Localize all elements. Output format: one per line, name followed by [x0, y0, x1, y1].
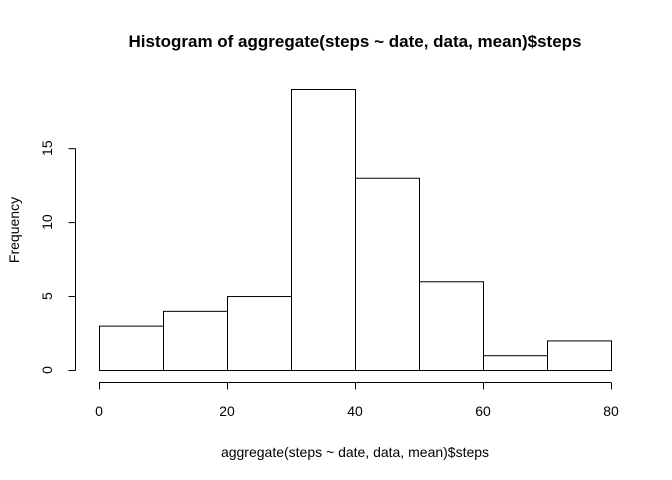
- chart-title: Histogram of aggregate(steps ~ date, dat…: [129, 32, 582, 51]
- y-tick-label: 10: [39, 214, 55, 230]
- y-tick-label: 15: [39, 140, 55, 156]
- y-axis-label: Frequency: [6, 197, 22, 263]
- bars-group: [99, 89, 612, 372]
- histogram-bar-6: [483, 355, 548, 372]
- x-tick-label: 80: [603, 403, 619, 419]
- histogram-bar-5: [419, 281, 484, 371]
- histogram-bar-2: [227, 296, 292, 372]
- x-tick-label: 0: [95, 403, 103, 419]
- histogram-bar-7: [547, 340, 612, 371]
- histogram-bar-4: [355, 177, 420, 371]
- histogram-bar-3: [291, 89, 356, 371]
- y-tick-label: 5: [39, 292, 55, 300]
- histogram-bar-1: [163, 310, 228, 371]
- y-axis: 0 5 10 15: [39, 140, 76, 374]
- x-axis: 0 20 40 60 80: [95, 382, 619, 419]
- x-tick-label: 20: [219, 403, 235, 419]
- histogram-bar-0: [99, 325, 164, 372]
- y-tick-label: 0: [39, 366, 55, 374]
- x-tick-label: 40: [347, 403, 363, 419]
- x-tick-label: 60: [475, 403, 491, 419]
- x-axis-label: aggregate(steps ~ date, data, mean)$step…: [221, 444, 489, 460]
